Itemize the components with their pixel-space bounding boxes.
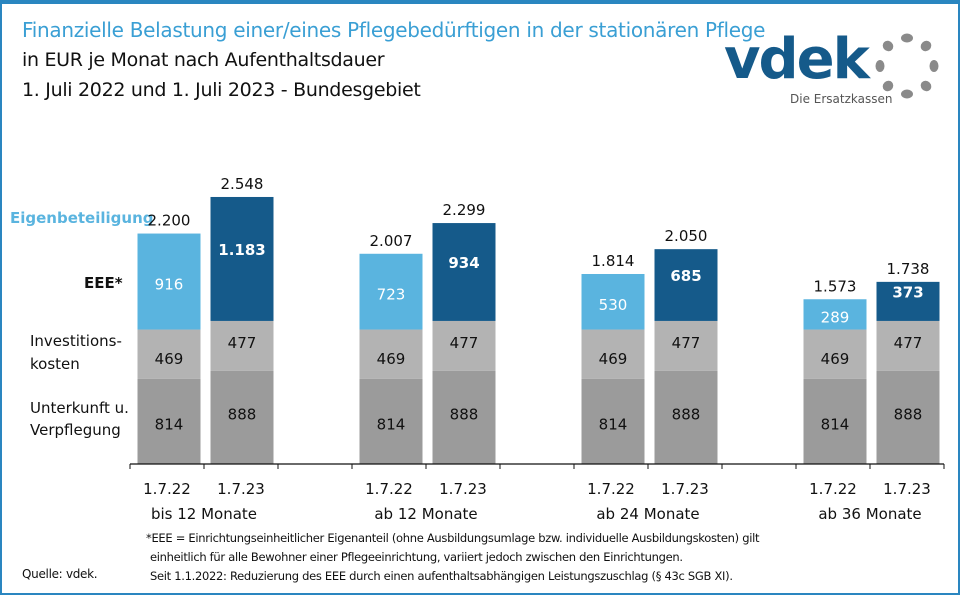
vdek-logo-tagline: Die Ersatzkassen [790, 92, 893, 106]
legend-unterkunft-line2: Verpflegung [30, 421, 121, 439]
bar-segment-unterkunft [210, 370, 274, 464]
bar-segment-eee [654, 249, 718, 321]
value-label-eee: 289 [821, 308, 850, 326]
value-label-unterkunft: 888 [450, 405, 479, 423]
legend-unterkunft-line1: Unterkunft u. [30, 399, 129, 417]
x-tick-label-date: 1.7.22 [365, 480, 413, 498]
footnote-line1: *EEE = Einrichtungseinheitlicher Eigenan… [146, 531, 760, 545]
x-tick-label-date: 1.7.22 [587, 480, 635, 498]
value-label-investitionskosten: 469 [821, 350, 850, 368]
value-label-investitionskosten: 469 [377, 350, 406, 368]
x-tick-label-date: 1.7.23 [217, 480, 265, 498]
value-label-eee: 916 [155, 276, 184, 294]
total-label: 2.299 [443, 201, 486, 219]
bar-segment-investitionskosten [581, 329, 645, 379]
chart-title: Finanzielle Belastung einer/eines Pflege… [22, 18, 766, 42]
value-label-eee: 1.183 [218, 241, 265, 259]
bar-segment-investitionskosten [137, 329, 201, 379]
total-label: 2.050 [665, 227, 708, 245]
bar-segment-eee [803, 299, 867, 330]
bar-segment-unterkunft [137, 378, 201, 464]
x-group-label: ab 24 Monate [596, 505, 699, 523]
bar-segment-unterkunft [359, 378, 423, 464]
value-label-investitionskosten: 477 [450, 334, 479, 352]
legend-investitionskosten-line2: kosten [30, 355, 80, 373]
value-label-unterkunft: 888 [894, 405, 923, 423]
value-label-unterkunft: 814 [821, 415, 850, 433]
value-label-unterkunft: 888 [672, 405, 701, 423]
legend-investitionskosten-line1: Investitions- [30, 332, 122, 350]
x-group-label: ab 36 Monate [818, 505, 921, 523]
bar-segment-investitionskosten [432, 320, 496, 371]
bar-segment-investitionskosten [803, 329, 867, 379]
bar-segment-eee [210, 196, 274, 321]
x-group-label: bis 12 Monate [151, 505, 257, 523]
total-label: 1.814 [592, 252, 635, 270]
footnote-line2: einheitlich für alle Bewohner einer Pfle… [150, 550, 683, 564]
chart-subtitle-date: 1. Juli 2022 und 1. Juli 2023 - Bundesge… [22, 79, 421, 101]
bar-segment-eee [581, 273, 645, 330]
bar-segment-eee [876, 281, 940, 321]
source-note: Quelle: vdek. [22, 567, 98, 581]
value-label-eee: 373 [892, 283, 923, 301]
bar-segment-eee [137, 233, 201, 330]
bar-segment-investitionskosten [359, 329, 423, 379]
chart-subtitle-unit: in EUR je Monat nach Aufenthaltsdauer [22, 49, 385, 71]
value-label-eee: 685 [670, 267, 701, 285]
total-label: 2.200 [148, 212, 191, 230]
bar-segment-eee [359, 253, 423, 330]
value-label-eee: 934 [448, 254, 479, 272]
value-label-investitionskosten: 477 [672, 334, 701, 352]
bar-segment-eee [432, 223, 496, 321]
value-label-unterkunft: 814 [377, 415, 406, 433]
total-label: 2.548 [221, 175, 264, 193]
value-label-investitionskosten: 469 [599, 350, 628, 368]
bar-segment-investitionskosten [876, 320, 940, 371]
value-label-unterkunft: 888 [228, 405, 257, 423]
value-label-eee: 723 [377, 286, 406, 304]
value-label-unterkunft: 814 [599, 415, 628, 433]
x-tick-label-date: 1.7.23 [661, 480, 709, 498]
value-label-eee: 530 [599, 296, 628, 314]
bar-segment-investitionskosten [210, 320, 274, 371]
legend-eee: EEE* [84, 274, 123, 292]
bar-segment-unterkunft [654, 370, 718, 464]
bar-segment-unterkunft [581, 378, 645, 464]
total-label: 2.007 [370, 232, 413, 250]
x-group-label: ab 12 Monate [374, 505, 477, 523]
bar-segment-investitionskosten [654, 320, 718, 371]
total-label: 1.573 [814, 277, 857, 295]
x-tick-label-date: 1.7.22 [143, 480, 191, 498]
footnote-line3: Seit 1.1.2022: Reduzierung des EEE durch… [150, 569, 733, 583]
value-label-investitionskosten: 477 [894, 334, 923, 352]
vdek-logo-ring-icon [875, 33, 939, 99]
x-tick-label-date: 1.7.23 [439, 480, 487, 498]
legend-eigenbeteiligung: Eigenbeteiligung [10, 209, 154, 227]
x-tick-label-date: 1.7.23 [883, 480, 931, 498]
bar-segment-unterkunft [876, 370, 940, 464]
value-label-investitionskosten: 469 [155, 350, 184, 368]
bar-segment-unterkunft [432, 370, 496, 464]
bar-segment-unterkunft [803, 378, 867, 464]
total-label: 1.738 [887, 260, 930, 278]
value-label-investitionskosten: 477 [228, 334, 257, 352]
vdek-logo-text: vdek [724, 27, 870, 92]
value-label-unterkunft: 814 [155, 415, 184, 433]
x-tick-label-date: 1.7.22 [809, 480, 857, 498]
